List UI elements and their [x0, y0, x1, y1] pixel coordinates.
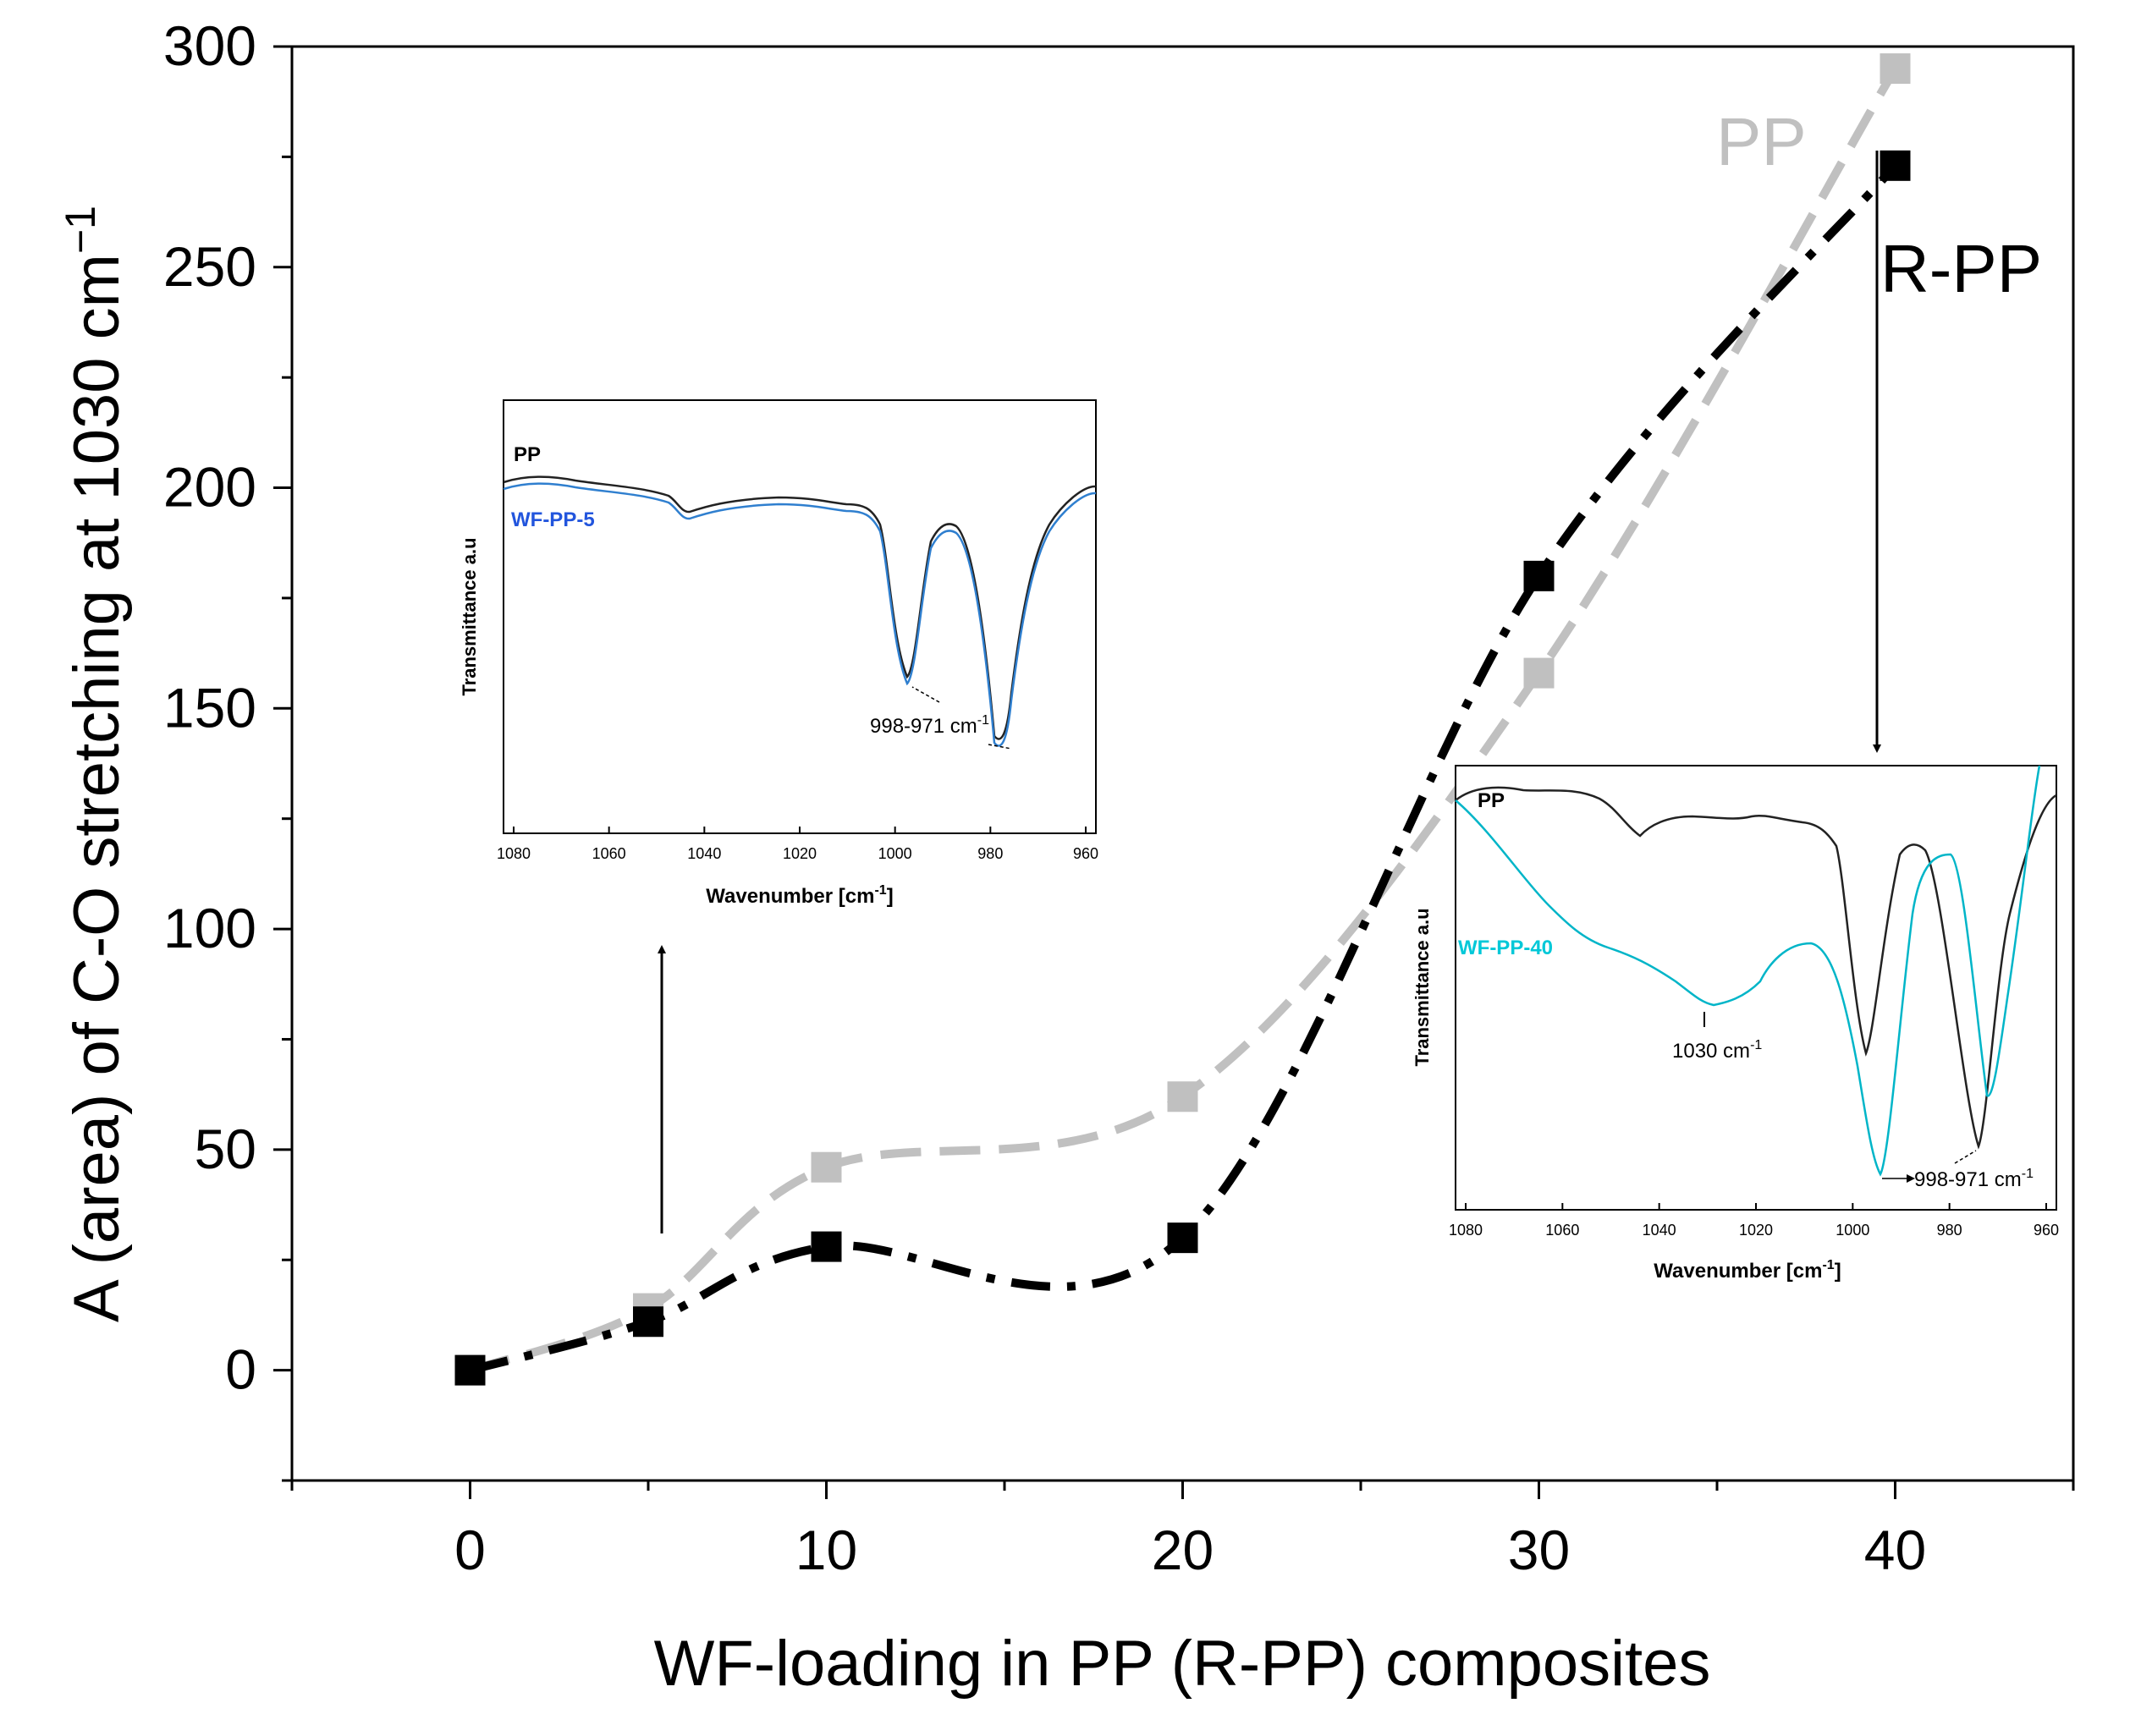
inset-tick-label: 980 — [1937, 1222, 1962, 1239]
inset-2-frame — [1455, 765, 2057, 1211]
series-marker-0 — [811, 1151, 842, 1183]
inset-1-frame — [503, 399, 1097, 834]
series-label-pp: PP — [1716, 104, 1807, 179]
y-axis-label-sup: −1 — [57, 206, 104, 254]
inset-2-x-label: Wavenumber [cm-1] — [1654, 1258, 1841, 1283]
inset-tick-label: 960 — [1073, 845, 1098, 862]
inset-1-x-ticks: 1080 1060 1040 1020 1000 980 960 — [497, 827, 1098, 862]
y-tick-label: 200 — [163, 456, 256, 519]
inset-wf-pp-40: 1080 1060 1040 1020 1000 980 960 PP WF-PP-40 1… — [1412, 765, 2059, 1283]
inset-tick-label: 1060 — [592, 845, 626, 862]
inset-2-label-wf-pp-40: WF-PP-40 — [1458, 937, 1553, 959]
inset-tick-label: 1080 — [497, 845, 531, 862]
inset-1-annotation-arrow-b — [988, 744, 1012, 750]
y-tick-label: 100 — [163, 897, 256, 959]
inset-2-annotation: 998-971 cm-1 — [1914, 1167, 2034, 1191]
x-tick-label: 10 — [795, 1519, 857, 1581]
y-tick-label: 0 — [225, 1338, 256, 1401]
inset-2-curve-wf-pp-40 — [1455, 765, 2041, 1177]
inset-1-label-pp: PP — [514, 443, 541, 466]
inset-tick-label: 1020 — [1739, 1222, 1773, 1239]
inset-tick-label: 1020 — [783, 845, 817, 862]
series-marker-1 — [633, 1306, 663, 1338]
inset-2-annotation-arrow-b — [1954, 1150, 1977, 1164]
inset-1-curve-wf-pp-5 — [503, 482, 1097, 747]
series-marker-1 — [811, 1231, 842, 1262]
x-tick-label: 40 — [1864, 1519, 1926, 1581]
inset-1-x-label: Wavenumber [cm-1] — [706, 883, 893, 908]
y-tick-label: 50 — [195, 1118, 256, 1180]
inset-1-annotation: 998-971 cm-1 — [870, 713, 989, 738]
x-tick-label: 20 — [1152, 1519, 1214, 1581]
series-label-rpp: R-PP — [1880, 231, 2042, 306]
series-marker-0 — [1167, 1081, 1198, 1112]
inset-tick-label: 1000 — [1836, 1222, 1869, 1239]
x-axis-ticks: 0 10 20 30 40 — [290, 1481, 2075, 1581]
inset-2-peak-annotation: 1030 cm-1 — [1672, 1038, 1762, 1063]
series-marker-0 — [1880, 53, 1911, 85]
inset-1-annotation-arrow-a — [911, 686, 940, 703]
inset-tick-label: 1040 — [687, 845, 721, 862]
inset-2-x-ticks: 1080 1060 1040 1020 1000 980 960 — [1449, 1203, 2059, 1239]
inset-2-y-label: Transmittance a.u — [1412, 908, 1433, 1066]
y-axis-label: A (area) of C-O stretching at 1030 cm−1 — [57, 206, 133, 1322]
inset-tick-label: 1000 — [878, 845, 912, 862]
series-marker-1 — [1523, 560, 1555, 591]
inset-tick-label: 1080 — [1449, 1222, 1483, 1239]
x-axis-label: WF-loading in PP (R-PP) composites — [654, 1628, 1711, 1700]
inset-tick-label: 980 — [977, 845, 1003, 862]
series-layer — [454, 53, 1911, 1386]
series-marker-0 — [1523, 657, 1555, 689]
y-tick-label: 150 — [163, 676, 256, 739]
inset-tick-label: 1060 — [1545, 1222, 1579, 1239]
inset-1-y-label: Transmittance a.u — [459, 537, 480, 695]
x-tick-label: 30 — [1508, 1519, 1570, 1581]
inset-2-label-pp: PP — [1478, 789, 1505, 812]
series-marker-1 — [1167, 1222, 1198, 1254]
y-axis-ticks: 0 50 100 150 200 250 300 — [163, 14, 292, 1482]
y-tick-label: 250 — [163, 235, 256, 298]
x-tick-label: 0 — [454, 1519, 486, 1581]
inset-1-label-wf-pp-5: WF-PP-5 — [511, 508, 595, 531]
inset-2-curve-pp — [1455, 786, 2057, 1150]
series-marker-1 — [454, 1354, 486, 1386]
inset-tick-label: 1040 — [1643, 1222, 1676, 1239]
series-marker-1 — [1880, 150, 1911, 181]
inset-tick-label: 960 — [2034, 1222, 2059, 1239]
y-axis-label-main: A (area) of C-O stretching at 1030 cm — [61, 254, 133, 1322]
inset-wf-pp-5: 1080 1060 1040 1020 1000 980 960 PP WF-PP-5 99… — [459, 399, 1098, 908]
y-tick-label: 300 — [163, 14, 256, 77]
